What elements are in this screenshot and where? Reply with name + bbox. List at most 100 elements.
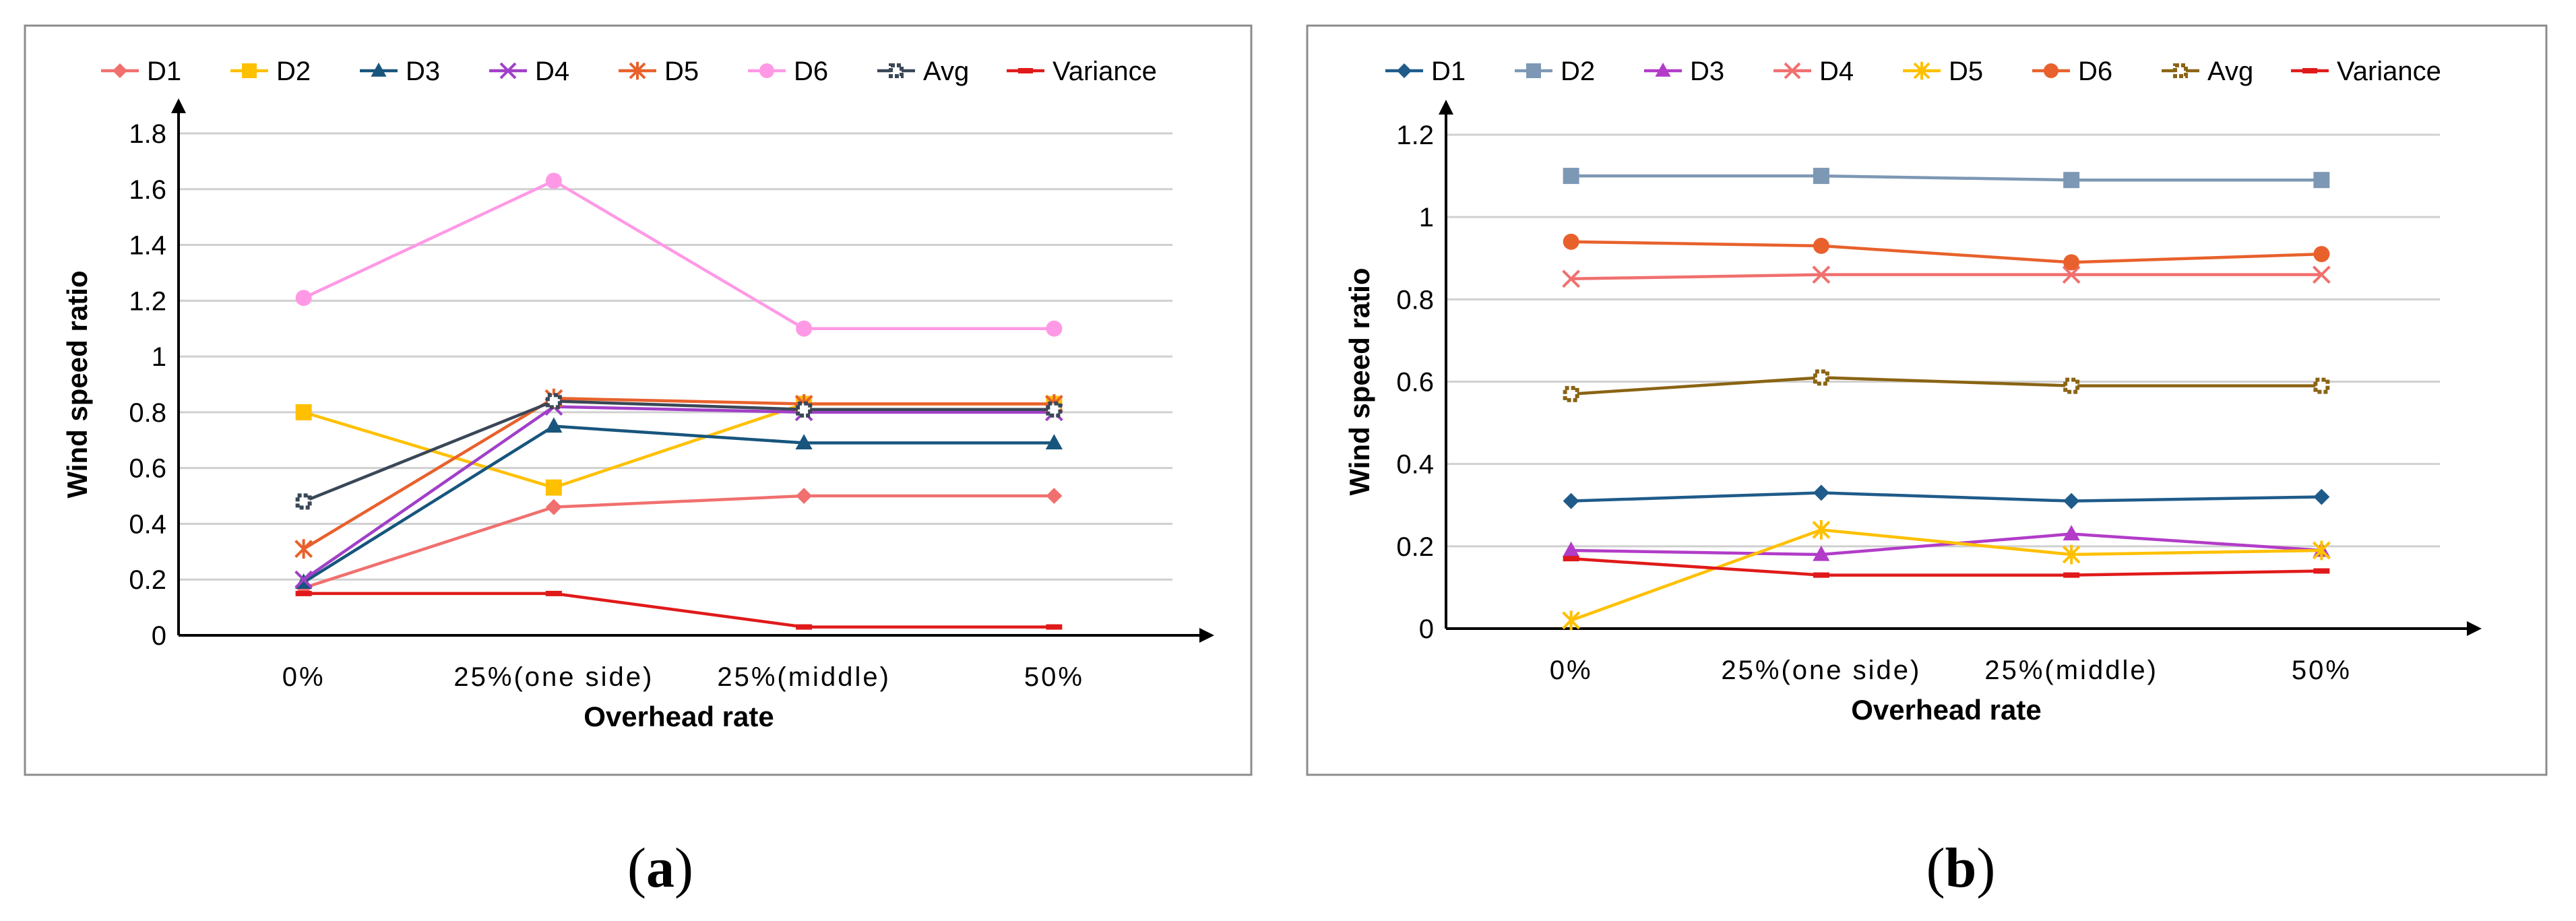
caption-b: (b) [1926, 837, 1996, 899]
chart-b-legend-item-d3: D3 [1644, 57, 1724, 86]
chart-b-legend-item-avg: Avg [2162, 57, 2253, 86]
chart-a-y-tick-label: 0.4 [129, 509, 166, 539]
chart-b-svg: 0 0.2 0.4 0.6 0.8 1 1.2 0% 25%(one side) 25%(midd… [1306, 24, 2548, 776]
chart-a-line-d6 [303, 179, 1055, 330]
chart-b-point-d4 [2062, 265, 2081, 284]
chart-b-point-variance [1813, 572, 1829, 578]
chart-panel-b: 0 0.2 0.4 0.6 0.8 1 1.2 0% 25%(one side) 25%(midd… [1288, 0, 2576, 921]
chart-b-legend-marker [2302, 68, 2317, 73]
chart-a-line-d4 [303, 405, 1055, 581]
chart-a-x-tick-label: 50% [1024, 662, 1084, 692]
chart-a-point-d3 [545, 417, 563, 433]
chart-panel-a: 0 0.2 0.4 0.6 0.8 1 1.2 1.4 1.6 1.8 0% 25%(one side… [24, 24, 1253, 776]
chart-a-point-d4 [294, 570, 313, 589]
chart-a-legend-label: D4 [535, 57, 569, 86]
chart-a-y-tick-label: 0.6 [129, 454, 166, 484]
chart-b-point-variance [2063, 572, 2080, 578]
caption-a-letter: a [646, 837, 674, 899]
chart-a-y-tick-label: 1.6 [129, 175, 166, 205]
chart-a-legend-label: Avg [923, 57, 969, 86]
chart-b-point-d5 [1812, 520, 1831, 540]
chart-b-point-variance [2313, 568, 2330, 574]
chart-b-point-d2 [1813, 168, 1829, 185]
chart-b-series-d1 [1563, 484, 2330, 509]
chart-b-legend-item-d2: D2 [1515, 57, 1595, 86]
chart-b-legend-label: D2 [1561, 57, 1595, 86]
chart-a-x-tick-label: 25%(middle) [717, 662, 891, 692]
chart-b-legend-item-d6: D6 [2032, 57, 2112, 86]
chart-a-y-tick-label: 0 [152, 621, 166, 651]
chart-a-y-ticks: 0 0.2 0.4 0.6 0.8 1 1.2 1.4 1.6 1.8 [129, 119, 166, 651]
chart-a-legend-item-d1: D1 [101, 57, 181, 86]
chart-a-x-ticks: 0% 25%(one side) 25%(middle) 50% [282, 662, 1084, 692]
chart-a-y-tick-label: 0.8 [129, 398, 166, 428]
chart-b-point-d1 [1563, 493, 1579, 509]
chart-b-legend-marker [1913, 61, 1930, 80]
chart-b-x-tick-label: 50% [2292, 656, 2352, 685]
chart-a-legend-item-d2: D2 [230, 57, 311, 86]
chart-a-point-avg [1046, 401, 1063, 418]
chart-a-y-tick-label: 1 [152, 342, 166, 372]
chart-b-x-tick-label: 25%(middle) [1984, 656, 2158, 685]
chart-b-point-d2 [2313, 172, 2330, 189]
chart-a-point-d1 [545, 499, 562, 515]
chart-a-y-axis-title: Wind speed ratio [61, 271, 93, 499]
chart-b-y-axis-arrow [1439, 100, 1453, 115]
chart-a-legend-label: D6 [794, 57, 828, 86]
chart-b-legend-label: Variance [2337, 57, 2441, 86]
chart-a-point-avg [295, 493, 312, 510]
chart-a-legend-label: D5 [664, 57, 699, 86]
chart-b-x-axis-arrow [2467, 621, 2482, 636]
chart-b-line-d5 [1570, 528, 2322, 622]
chart-a-line-variance [303, 592, 1055, 629]
chart-b-frame [1306, 24, 2548, 776]
chart-a-point-d1 [796, 488, 813, 505]
chart-a-point-variance [1046, 624, 1063, 630]
chart-a-series-d1 [295, 488, 1063, 596]
chart-b-legend-item-d5: D5 [1903, 57, 1983, 86]
chart-b-point-d4 [1562, 269, 1581, 288]
chart-a-legend-marker [1018, 68, 1033, 73]
chart-a-point-d6 [796, 320, 813, 337]
chart-b-y-tick-label: 0.2 [1396, 532, 1434, 562]
chart-b-legend-marker [1655, 62, 1671, 77]
chart-b-legend-label: D6 [2078, 57, 2112, 86]
chart-a-point-variance [545, 590, 562, 596]
chart-b-y-tick-label: 0.4 [1396, 450, 1434, 480]
chart-b-y-tick-label: 0.8 [1396, 285, 1434, 315]
chart-a-point-variance [796, 624, 813, 630]
chart-a-point-d2 [295, 404, 312, 420]
chart-b-point-avg [1813, 369, 1829, 386]
chart-b-legend-marker [1784, 62, 1801, 80]
caption-a: (a) [627, 837, 693, 899]
chart-a-y-tick-label: 1.2 [129, 286, 166, 316]
chart-a-point-avg [545, 393, 562, 410]
chart-a-point-d6 [1046, 320, 1063, 337]
chart-a-y-axis-arrow [171, 98, 186, 113]
chart-b-legend-marker [2044, 63, 2059, 78]
chart-b-x-ticks: 0% 25%(one side) 25%(middle) 50% [1550, 656, 2352, 685]
chart-b-series-d5 [1562, 520, 2331, 631]
chart-a-legend-marker [499, 62, 517, 80]
chart-a-svg: 0 0.2 0.4 0.6 0.8 1 1.2 1.4 1.6 1.8 0% 25%(one side… [24, 24, 1253, 776]
chart-b-point-d4 [2312, 265, 2331, 284]
chart-b-point-d6 [1563, 233, 1579, 250]
chart-b-legend-label: D5 [1949, 57, 1983, 86]
chart-b-legend: D1 D2 D3 D4 D5 D6 Avg Variance [1385, 57, 2441, 86]
chart-a-legend-label: Variance [1053, 57, 1157, 86]
chart-a-series-variance [295, 590, 1063, 630]
chart-b-line-d2 [1571, 174, 2322, 182]
chart-b-x-tick-label: 0% [1550, 656, 1593, 685]
chart-b-series-d4 [1562, 265, 2331, 288]
chart-b-y-tick-label: 1 [1419, 203, 1434, 232]
chart-a-legend-item-d6: D6 [748, 57, 828, 86]
chart-a-legend-marker [113, 63, 127, 78]
chart-b-line-d4 [1571, 273, 2322, 281]
chart-a-y-tick-label: 1.8 [129, 119, 166, 149]
chart-b-series-d6 [1563, 233, 2330, 271]
chart-b-legend-label: D1 [1431, 57, 1466, 86]
chart-a-line-d5 [303, 396, 1055, 550]
chart-a-point-d2 [545, 479, 562, 496]
chart-a-legend-item-d3: D3 [360, 57, 440, 86]
chart-b-legend-label: Avg [2207, 57, 2253, 86]
